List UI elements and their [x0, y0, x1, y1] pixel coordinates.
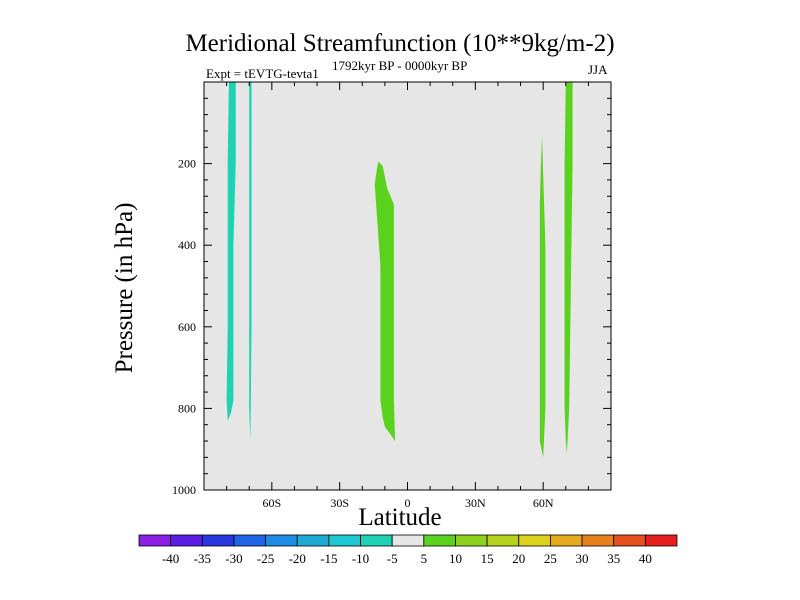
colorbar-label: 20	[512, 551, 525, 566]
chart-title: Meridional Streamfunction (10**9kg/m-2)	[185, 30, 615, 57]
colorbar-box	[613, 534, 646, 547]
colorbar-box	[233, 534, 266, 547]
colorbar-label: 10	[449, 551, 462, 566]
x-tick-label: 30S	[330, 496, 349, 510]
y-tick-label: 600	[178, 320, 196, 334]
region-sh-tropical-positive-cell	[374, 161, 396, 441]
colorbar-box	[644, 534, 678, 547]
region-nh-midlat-positive-cell	[539, 135, 546, 458]
x-tick-label: 0	[405, 496, 411, 510]
colorbar-box	[550, 534, 583, 547]
colorbar-label: 35	[607, 551, 620, 566]
colorbar-box	[170, 534, 203, 547]
colorbar-label: 40	[639, 551, 652, 566]
colorbar-label: 15	[481, 551, 494, 566]
plot-background	[204, 82, 611, 490]
experiment-label: Expt = tEVTG-tevta1	[206, 66, 319, 81]
x-axis-label: Latitude	[358, 504, 442, 531]
season-label: JJA	[588, 62, 608, 77]
colorbar-box	[265, 534, 298, 547]
region-sh-high-lat-negative-thin-cell	[249, 82, 252, 441]
region-nh-high-lat-positive-cell	[564, 82, 573, 454]
colorbar-label: 25	[544, 551, 557, 566]
colorbar-label: -30	[225, 551, 242, 566]
x-tick-label: 60N	[533, 496, 554, 510]
colorbar-label: -35	[194, 551, 211, 566]
colorbar-label: 5	[421, 551, 428, 566]
colorbar-box	[581, 534, 615, 547]
colorbar-box	[360, 534, 393, 547]
y-tick-label: 800	[178, 401, 196, 415]
colorbar-box	[423, 534, 456, 547]
colorbar-label: -20	[289, 551, 306, 566]
y-tick-label: 200	[178, 157, 196, 171]
colorbar-box	[486, 534, 520, 547]
colorbar-label: -15	[320, 551, 337, 566]
region-sh-high-lat-negative-cell	[226, 82, 236, 421]
colorbar-box	[455, 534, 488, 547]
colorbar-label: -25	[257, 551, 274, 566]
colorbar-box	[391, 534, 425, 547]
colorbar-label: 30	[576, 551, 589, 566]
x-tick-label: 60S	[262, 496, 281, 510]
colorbar-label: -40	[162, 551, 179, 566]
colorbar-label: -10	[352, 551, 369, 566]
contour-regions	[226, 82, 573, 458]
colorbar-label: -5	[387, 551, 398, 566]
colorbar-box	[518, 534, 551, 547]
colorbar-box	[296, 534, 330, 547]
y-tick-label: 400	[178, 238, 196, 252]
colorbar-box	[328, 534, 361, 547]
y-tick-label: 1000	[172, 483, 196, 497]
axis-ticks: 60S 30S 0 30N 60N 200 400 600 800 1000	[172, 82, 611, 510]
colorbar-box	[201, 534, 235, 547]
period-label: 1792kyr BP - 0000kyr BP	[332, 58, 468, 73]
colorbar-box	[138, 534, 172, 547]
colorbar: -40 -35 -30 -25 -20 -15 -10 -5 5 10 15 20 25 30 35 40	[138, 534, 678, 566]
x-tick-label: 30N	[465, 496, 486, 510]
